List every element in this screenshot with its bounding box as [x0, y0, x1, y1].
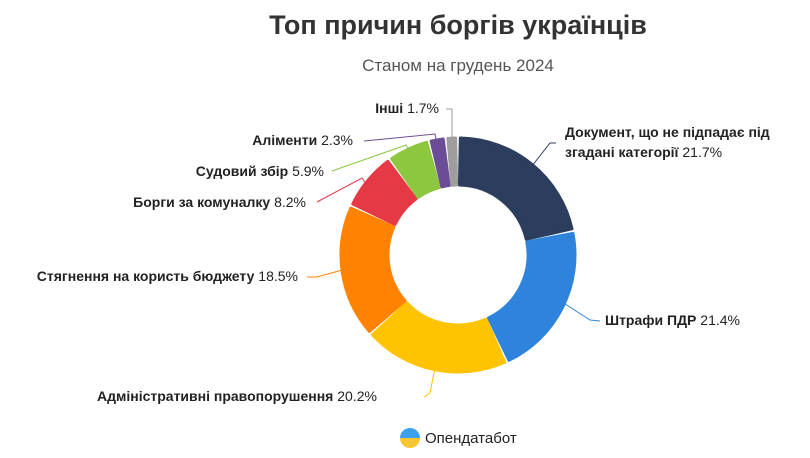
label-name: Штрафи ПДР: [605, 312, 697, 328]
label-name: Судовий збір: [195, 163, 289, 179]
label-name: Документ, що не підпадає під: [565, 124, 770, 140]
label-value: 8.2%: [274, 194, 306, 210]
slice-3[interactable]: [339, 206, 407, 333]
connector-4: [316, 177, 367, 203]
label-value: 1.7%: [407, 100, 439, 116]
connector-3: [307, 269, 343, 278]
chart-subtitle: Станом на грудень 2024: [362, 56, 554, 75]
label-value: 18.5%: [258, 268, 298, 284]
label-document: Документ, що не підпадає під згадані кат…: [565, 122, 770, 162]
label-value: 20.2%: [337, 388, 377, 404]
brand-logo: Опендатабот: [400, 428, 517, 448]
label-value: 2.3%: [321, 132, 353, 148]
connector-5: [331, 144, 410, 172]
slice-2[interactable]: [370, 301, 507, 374]
slice-6[interactable]: [429, 137, 451, 189]
label-court-fee: Судовий збір 5.9%: [196, 161, 324, 181]
connector-1: [561, 301, 601, 322]
label-alimony: Аліменти 2.3%: [252, 130, 353, 150]
label-name: згадані категорії: [565, 144, 679, 160]
slice-7[interactable]: [446, 136, 459, 187]
label-value: 21.7%: [682, 144, 723, 160]
connector-7: [446, 108, 453, 140]
connector-6: [363, 133, 438, 145]
label-name: Борги за комуналку: [133, 194, 271, 210]
chart-title: Топ причин боргів українців: [269, 10, 647, 40]
connector-0: [531, 142, 556, 167]
slice-4[interactable]: [351, 159, 418, 226]
label-other: Інші 1.7%: [375, 98, 439, 118]
connector-2: [423, 367, 436, 398]
label-name: Адміністративні правопорушення: [97, 388, 334, 404]
label-admin-offenses: Адміністративні правопорушення 20.2%: [97, 386, 377, 406]
label-budget: Стягнення на користь бюджету 18.5%: [37, 266, 298, 286]
label-name: Аліменти: [252, 132, 318, 148]
logo-icon: [400, 428, 420, 448]
label-name: Стягнення на користь бюджету: [36, 268, 255, 284]
label-name: Інші: [375, 100, 404, 116]
slice-5[interactable]: [390, 140, 441, 199]
label-utilities: Борги за комуналку 8.2%: [133, 192, 306, 212]
label-traffic-fines: Штрафи ПДР 21.4%: [605, 310, 740, 330]
label-value: 21.4%: [700, 312, 740, 328]
brand-name: Опендатабот: [425, 429, 517, 447]
slice-0[interactable]: [457, 136, 574, 241]
slice-1[interactable]: [487, 231, 577, 362]
label-value: 5.9%: [292, 163, 324, 179]
